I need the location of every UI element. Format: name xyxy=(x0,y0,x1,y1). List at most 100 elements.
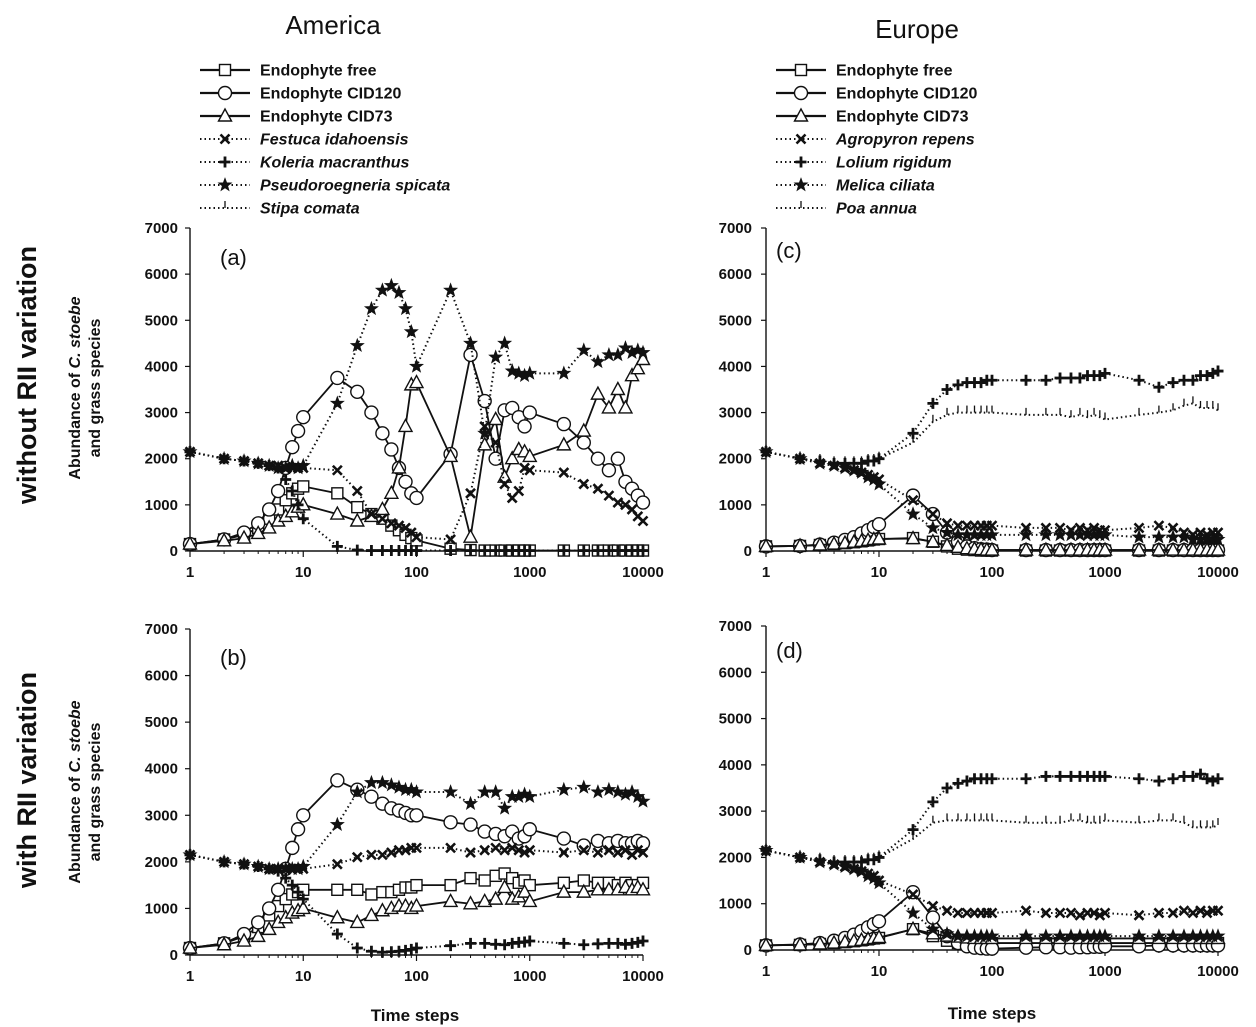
data-point xyxy=(1040,907,1052,919)
legend-marker-x xyxy=(219,133,231,145)
data-point xyxy=(443,784,459,799)
data-point xyxy=(524,935,536,947)
legend-label: Endophyte CID120 xyxy=(260,86,401,103)
x-tick-label: 100 xyxy=(404,968,429,985)
x-tick-label: 1 xyxy=(186,564,194,581)
series-endophyte-cid73 xyxy=(758,530,1226,556)
data-point xyxy=(1153,775,1165,787)
x-tick-label: 10000 xyxy=(1197,564,1239,581)
data-point xyxy=(443,815,458,830)
series-melica-ciliata xyxy=(758,842,1226,943)
data-point xyxy=(1167,907,1179,919)
legend-item-stipa-comata: Stipa comata xyxy=(200,201,360,218)
data-point xyxy=(261,502,277,517)
legend-label: Endophyte CID73 xyxy=(260,109,393,126)
y-axis-label-line1: Abundance of C. stoebe xyxy=(67,700,84,883)
legend-marker-triangle xyxy=(793,107,809,122)
y-tick-label: 6000 xyxy=(719,266,752,283)
legend-marker-plus xyxy=(219,156,231,168)
data-point xyxy=(576,838,591,853)
data-point xyxy=(297,893,309,905)
data-point xyxy=(513,485,525,497)
data-point xyxy=(637,515,649,527)
data-point xyxy=(465,545,477,557)
data-point xyxy=(463,335,479,350)
data-point xyxy=(216,450,232,466)
data-point xyxy=(463,347,478,363)
data-point xyxy=(522,892,538,908)
data-point xyxy=(329,395,345,410)
data-point xyxy=(477,784,493,799)
series-endophyte-cid73 xyxy=(182,879,651,954)
data-point xyxy=(363,906,380,922)
x-tick-label: 10000 xyxy=(622,564,664,581)
data-point xyxy=(376,849,388,861)
data-point xyxy=(961,775,973,787)
data-point xyxy=(400,844,411,856)
data-point xyxy=(349,337,365,353)
data-point xyxy=(364,405,379,420)
series-poa-annua xyxy=(765,813,1219,864)
column-title-america: America xyxy=(285,10,381,40)
legend-item-endophyte-cid120: Endophyte CID120 xyxy=(776,86,977,103)
x-tick-label: 10 xyxy=(871,963,888,980)
legend-label: Pseudoroegneria spicata xyxy=(260,178,450,195)
data-point xyxy=(952,777,964,789)
series-pseudoroegneria-spicata xyxy=(182,277,651,475)
data-point xyxy=(1133,522,1145,534)
data-point xyxy=(592,938,604,950)
data-point xyxy=(363,300,379,316)
data-point xyxy=(1212,905,1224,917)
data-point xyxy=(286,879,298,891)
data-point xyxy=(578,939,590,951)
legend-label: Endophyte free xyxy=(260,63,377,80)
data-point xyxy=(907,494,919,506)
data-point xyxy=(1088,907,1100,919)
y-tick-label: 7000 xyxy=(145,621,178,638)
y-tick-label: 6000 xyxy=(145,266,178,283)
data-point xyxy=(409,490,424,506)
series-endophyte-cid73 xyxy=(182,351,651,550)
data-point xyxy=(465,487,476,499)
legend-label: Endophyte CID73 xyxy=(836,109,969,126)
data-point xyxy=(366,508,377,520)
data-point xyxy=(351,942,363,954)
data-point xyxy=(578,545,590,557)
y-tick-label: 6000 xyxy=(145,668,178,685)
data-point xyxy=(499,478,511,490)
data-point xyxy=(1018,541,1034,556)
data-point xyxy=(385,517,397,529)
data-point xyxy=(411,531,422,543)
series-line xyxy=(189,781,644,870)
data-point xyxy=(1018,928,1034,943)
legend-item-festuca-idahoensis: Festuca idahoensis xyxy=(200,132,409,149)
data-point xyxy=(478,874,491,887)
data-point xyxy=(603,490,615,502)
data-point xyxy=(331,464,343,476)
data-point xyxy=(1212,365,1224,377)
data-point xyxy=(941,905,953,917)
data-point xyxy=(497,800,513,815)
data-point xyxy=(499,844,511,856)
data-point xyxy=(1178,905,1190,917)
data-point xyxy=(1054,770,1066,782)
data-point xyxy=(524,844,536,856)
data-point xyxy=(612,847,624,858)
data-point xyxy=(812,935,828,950)
data-point xyxy=(1020,773,1032,785)
series-koleria-macranthus xyxy=(184,849,649,958)
x-tick-label: 1000 xyxy=(1088,564,1121,581)
data-point xyxy=(1176,541,1192,556)
data-point xyxy=(366,849,377,861)
data-point xyxy=(216,532,232,547)
data-point xyxy=(331,858,343,870)
data-point xyxy=(578,844,590,856)
data-point xyxy=(558,467,570,478)
data-point xyxy=(846,861,862,876)
data-point xyxy=(871,476,887,491)
data-point xyxy=(349,913,365,929)
data-point xyxy=(576,435,591,450)
data-point xyxy=(590,353,606,369)
data-point xyxy=(465,847,476,858)
data-point xyxy=(261,920,277,936)
